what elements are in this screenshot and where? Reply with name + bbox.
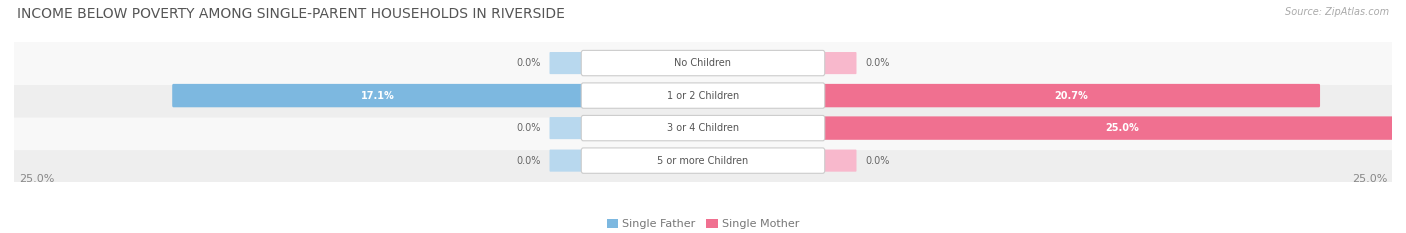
Text: Source: ZipAtlas.com: Source: ZipAtlas.com: [1285, 7, 1389, 17]
Legend: Single Father, Single Mother: Single Father, Single Mother: [606, 219, 800, 229]
Text: 25.0%: 25.0%: [18, 175, 55, 185]
FancyBboxPatch shape: [10, 139, 1396, 183]
FancyBboxPatch shape: [172, 84, 585, 107]
Text: 5 or more Children: 5 or more Children: [658, 156, 748, 166]
FancyBboxPatch shape: [821, 84, 1320, 107]
FancyBboxPatch shape: [10, 74, 1396, 118]
Text: 0.0%: 0.0%: [516, 123, 541, 133]
Text: 25.0%: 25.0%: [1105, 123, 1139, 133]
Text: 20.7%: 20.7%: [1054, 91, 1088, 101]
FancyBboxPatch shape: [823, 150, 856, 172]
Text: 0.0%: 0.0%: [516, 58, 541, 68]
Text: 3 or 4 Children: 3 or 4 Children: [666, 123, 740, 133]
FancyBboxPatch shape: [581, 148, 825, 173]
Text: 17.1%: 17.1%: [361, 91, 395, 101]
FancyBboxPatch shape: [550, 150, 583, 172]
FancyBboxPatch shape: [581, 83, 825, 108]
FancyBboxPatch shape: [823, 52, 856, 74]
FancyBboxPatch shape: [550, 117, 583, 139]
FancyBboxPatch shape: [10, 41, 1396, 85]
FancyBboxPatch shape: [550, 52, 583, 74]
FancyBboxPatch shape: [10, 106, 1396, 150]
Text: 1 or 2 Children: 1 or 2 Children: [666, 91, 740, 101]
Text: 0.0%: 0.0%: [865, 156, 890, 166]
Text: INCOME BELOW POVERTY AMONG SINGLE-PARENT HOUSEHOLDS IN RIVERSIDE: INCOME BELOW POVERTY AMONG SINGLE-PARENT…: [17, 7, 565, 21]
FancyBboxPatch shape: [581, 50, 825, 76]
Text: 0.0%: 0.0%: [865, 58, 890, 68]
FancyBboxPatch shape: [581, 115, 825, 141]
Text: 25.0%: 25.0%: [1351, 175, 1388, 185]
Text: No Children: No Children: [675, 58, 731, 68]
FancyBboxPatch shape: [821, 116, 1406, 140]
Text: 0.0%: 0.0%: [516, 156, 541, 166]
